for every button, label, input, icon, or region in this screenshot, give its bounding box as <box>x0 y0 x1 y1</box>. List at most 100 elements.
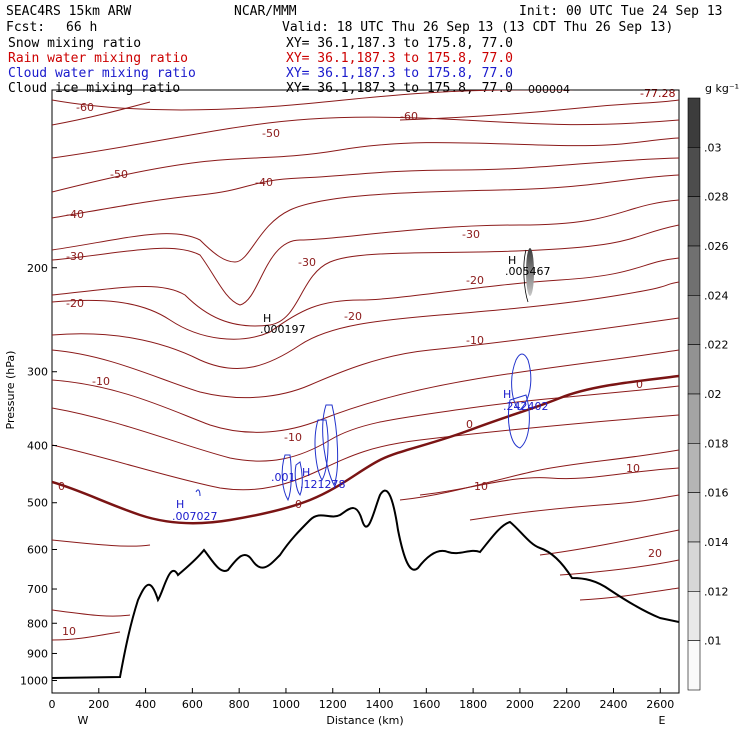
x-tick-label: 600 <box>182 698 203 711</box>
x-tick-label: 1600 <box>412 698 440 711</box>
colorbar-tick-label: .03 <box>704 141 722 154</box>
label-zero-d: 0 <box>295 498 302 511</box>
label-minus30-b: -30 <box>66 250 84 263</box>
isotherm-20 <box>539 529 679 556</box>
colorbar-swatch <box>687 295 701 345</box>
isotherm-minus50 <box>52 116 679 159</box>
max-cw-3-h: H <box>176 498 184 511</box>
isotherm-minus5 <box>52 414 679 491</box>
isotherm-20b <box>559 559 679 576</box>
isotherm-minus60c <box>399 99 679 121</box>
field-snow-xy: XY= 36.1,187.3 to 175.8, 77.0 <box>286 36 513 51</box>
isotherm-minus20 <box>52 257 679 340</box>
isotherm-minus20b <box>52 281 679 369</box>
label-minus30-c: -30 <box>298 256 316 269</box>
x-tick-label: 1400 <box>366 698 394 711</box>
isotherm-15 <box>469 494 679 521</box>
isotherm-minus60b <box>52 101 151 126</box>
label-zero-c: 0 <box>58 480 65 493</box>
terrain-profile <box>52 489 679 679</box>
y-tick-label: 400 <box>27 440 48 453</box>
init-time: Init: 00 UTC Tue 24 Sep 13 <box>519 4 723 19</box>
label-minus20-c: -20 <box>344 310 362 323</box>
label-minus30-a: -30 <box>462 228 480 241</box>
label-minus60-b: -60 <box>400 110 418 123</box>
label-minus10-b: -10 <box>92 375 110 388</box>
colorbar-tick-label: .02 <box>704 388 722 401</box>
y-tick-label: 300 <box>27 366 48 379</box>
x-tick-label: 2600 <box>646 698 674 711</box>
cloud-water-contours <box>195 353 532 502</box>
y-tick-label: 700 <box>27 583 48 596</box>
colorbar-tick-label: .018 <box>704 437 729 450</box>
label-zero-a: 0 <box>636 378 643 391</box>
x-tick-label: 200 <box>88 698 109 711</box>
colorbar-tick-label: .012 <box>704 585 729 598</box>
isotherm-minus10b <box>52 385 679 462</box>
colorbar-swatch <box>687 245 701 296</box>
x-tick-label: 2200 <box>553 698 581 711</box>
field-snow-name: Snow mixing ratio <box>8 36 141 51</box>
cloud-water-contour-5 <box>507 394 530 449</box>
colorbar-tick-label: .028 <box>704 191 729 204</box>
colorbar-swatch <box>687 393 701 444</box>
label-minus50-b: -50 <box>110 168 128 181</box>
isotherm-minus60 <box>52 90 575 111</box>
max-cw-1-value: .121278 <box>300 478 346 491</box>
label-twenty: 20 <box>648 547 662 560</box>
colorbar-swatch <box>687 640 701 691</box>
isotherm-minus10 <box>52 349 679 433</box>
forecast-hours: 66 h <box>66 20 97 35</box>
cloud-water-contour-2 <box>294 461 303 496</box>
cloud-water-contour-6 <box>511 353 532 411</box>
y-tick-label: 500 <box>27 497 48 510</box>
field-cloudwater-xy: XY= 36.1,187.3 to 175.8, 77.0 <box>286 66 513 81</box>
isotherm-25 <box>579 587 679 601</box>
label-minus40-b: -40 <box>66 208 84 221</box>
label-minus40-a: -40 <box>255 176 273 189</box>
colorbar-swatch <box>687 344 701 395</box>
top-right-value: -77.28 <box>640 87 675 100</box>
isotherm-low-west2 <box>52 631 121 641</box>
label-ten-c: 10 <box>62 625 76 638</box>
label-minus60-a: -60 <box>76 101 94 114</box>
isotherm-10 <box>419 467 679 496</box>
label-ten-a: 10 <box>626 462 640 475</box>
model-name: SEAC4RS 15km ARW <box>6 4 131 19</box>
isotherm-5b <box>399 449 679 501</box>
colorbar-swatch <box>687 443 701 493</box>
isotherm-minus10a <box>52 317 679 399</box>
x-tick-label: 2400 <box>599 698 627 711</box>
y-tick-label: 800 <box>27 617 48 630</box>
isotherm-low-west <box>52 609 131 617</box>
max-cw-3-value: .007027 <box>172 510 218 523</box>
y-tick-label: 1000 <box>20 674 48 687</box>
isotherm-minus50b <box>52 137 679 193</box>
snow-contour <box>523 249 529 303</box>
label-minus20-b: -20 <box>66 297 84 310</box>
y-tick-label: 600 <box>27 543 48 556</box>
x-tick-label: 800 <box>229 698 250 711</box>
x-axis: 0 200 400 600 800 1000 1200 1400 1600 1800 2000 220… <box>49 688 674 711</box>
plot-area <box>52 90 679 679</box>
label-ten-b: 10 <box>474 480 488 493</box>
colorbar-swatch <box>687 147 701 197</box>
x-axis-east-label: E <box>659 714 666 727</box>
colorbar-tick-label: .014 <box>704 536 729 549</box>
center-name: NCAR/MMM <box>234 4 297 19</box>
colorbar-tick-label: .024 <box>704 289 729 302</box>
max-cw-2-value: .242402 <box>503 400 549 413</box>
label-minus10-c: -10 <box>284 431 302 444</box>
max-snow-value: .005467 <box>505 265 551 278</box>
field-cloudwater-name: Cloud water mixing ratio <box>8 66 196 81</box>
label-minus10-a: -10 <box>466 334 484 347</box>
isotherms <box>52 90 679 641</box>
cloud-water-contour-4 <box>322 404 339 487</box>
valid-time: Valid: 18 UTC Thu 26 Sep 13 (13 CDT Thu … <box>282 20 673 35</box>
isotherm-labels: -60 -60 -50 -50 -40 -40 -30 -30 -30 -20 … <box>58 101 662 638</box>
max-snow-h: H <box>508 254 516 267</box>
field-rain-name: Rain water mixing ratio <box>8 51 188 66</box>
cloud-water-contour-3 <box>314 419 329 481</box>
field-cloudice-xy: XY= 36.1,187.3 to 175.8, 77.0 <box>286 81 513 96</box>
